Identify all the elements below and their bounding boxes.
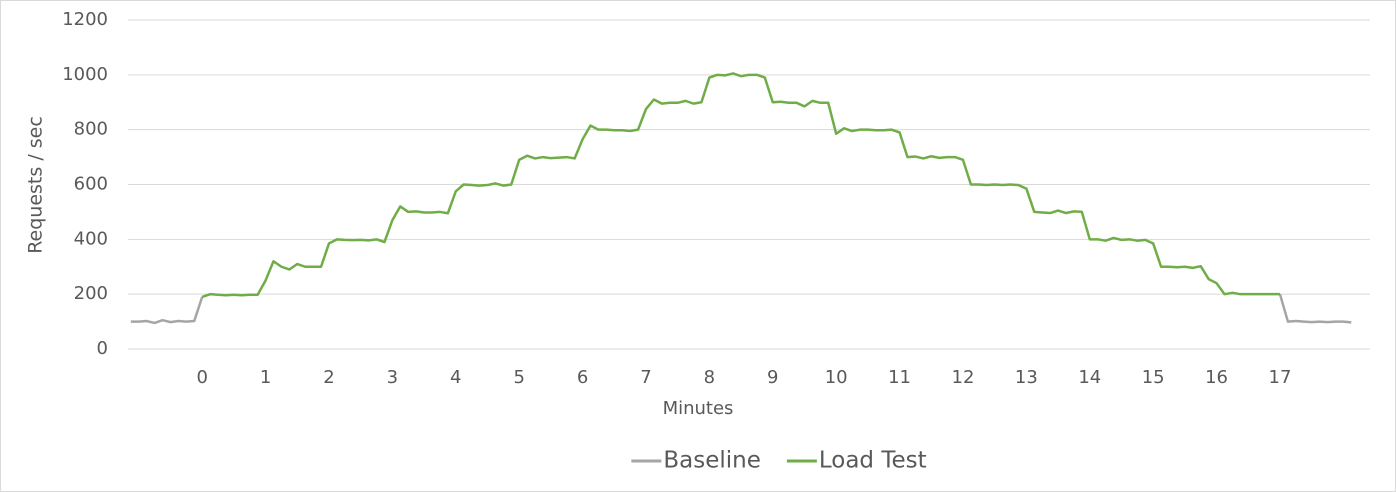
x-tick-label: 11 xyxy=(888,367,911,388)
y-tick-label: 600 xyxy=(74,174,108,195)
x-tick-label: 14 xyxy=(1078,367,1101,388)
x-tick-label: 9 xyxy=(767,367,778,388)
y-tick-label: 0 xyxy=(97,338,108,359)
y-tick-label: 1000 xyxy=(62,64,108,85)
legend-label: Baseline xyxy=(663,448,761,474)
y-tick-label: 200 xyxy=(74,283,108,304)
x-tick-label: 3 xyxy=(387,367,398,388)
x-tick-label: 4 xyxy=(450,367,461,388)
x-tick-label: 8 xyxy=(704,367,715,388)
x-tick-label: 2 xyxy=(323,367,334,388)
series-line xyxy=(201,72,1280,299)
x-tick-label: 13 xyxy=(1015,367,1038,388)
y-tick-label: 1200 xyxy=(62,9,108,30)
y-tick-label: 400 xyxy=(74,228,108,249)
y-axis-label: Requests / sec xyxy=(25,116,47,254)
x-tick-label: 7 xyxy=(640,367,651,388)
x-tick-label: 0 xyxy=(196,367,207,388)
x-tick-label: 1 xyxy=(260,367,271,388)
x-tick-label: 12 xyxy=(952,367,975,388)
legend-label: Load Test xyxy=(819,448,927,474)
x-tick-label: 10 xyxy=(825,367,848,388)
x-tick-label: 5 xyxy=(513,367,524,388)
y-tick-label: 800 xyxy=(74,119,108,140)
x-tick-label: 6 xyxy=(577,367,588,388)
x-tick-label: 16 xyxy=(1205,367,1228,388)
series-line xyxy=(130,293,1352,325)
x-axis-label: Minutes xyxy=(663,398,734,419)
x-tick-label: 15 xyxy=(1142,367,1165,388)
x-tick-label: 17 xyxy=(1269,367,1292,388)
